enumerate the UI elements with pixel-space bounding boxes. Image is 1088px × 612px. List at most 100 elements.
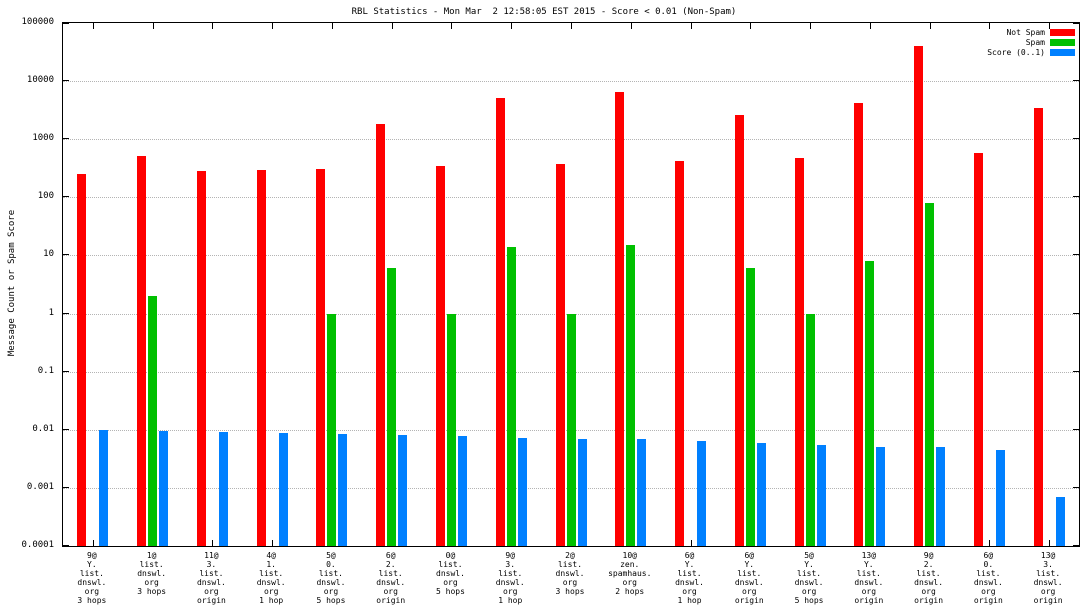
x-tick-mark [451,23,453,29]
y-tick-label: 100000 [21,17,54,27]
bar-score-0-1- [338,433,348,546]
x-tick-label-line: list. [378,569,403,578]
grid-line [63,139,1079,141]
x-tick-label-line: 13@ [861,551,877,560]
y-tick-label: 0.01 [32,423,54,434]
y-tick-mark [1073,312,1079,314]
x-tick-mark [989,540,991,546]
y-tick-mark [63,312,69,314]
x-tick-label-line: org [263,587,279,596]
x-tick-label-line: 6@ [385,551,396,560]
x-tick-label-line: 9@ [505,551,516,560]
bar-score-0-1- [756,442,766,546]
x-tick-label-line: org [622,578,637,587]
bar-not-spam [256,170,266,546]
x-tick-mark [92,540,94,546]
legend-swatch [1050,49,1075,56]
x-tick-label-line: list. [1036,569,1061,578]
x-tick-label-line: dnswl. [675,578,704,587]
x-tick-label-line: 6@ [684,551,695,560]
x-tick-mark [929,23,931,29]
bar-score-0-1- [398,434,408,546]
x-tick-label: 5@ 0. list. dnswl. org 5 hops [301,551,361,605]
x-tick-label-line: 5 hops [316,596,346,605]
bar-spam [626,245,636,546]
x-tick-label-line: origin [914,596,944,605]
bar-not-spam [734,115,744,546]
bar-score-0-1- [99,429,109,546]
bar-not-spam [555,163,565,546]
x-tick-label-line: dnswl. [256,578,286,587]
legend-label: Score (0..1) [987,48,1045,57]
y-tick-label: 0.1 [37,365,54,376]
x-tick-mark [511,23,513,29]
x-tick-label-line: dnswl. [854,578,884,587]
x-tick-label-line: dnswl. [137,569,167,578]
x-tick-label-line: dnswl. [316,578,346,587]
y-tick-mark [63,545,69,546]
y-tick-mark [1073,370,1079,372]
x-tick-label: 9@ 3. list. dnswl. org 1 hop [480,551,540,605]
x-tick-label: 6@ 2. list. dnswl. org origin [361,551,421,605]
x-tick-mark [810,23,812,29]
x-tick-label-line: 5 hops [436,587,465,596]
bar-score-0-1- [278,433,288,546]
y-tick-mark [1073,428,1079,430]
x-tick-label-line: dnswl. [734,578,764,587]
grid-line [63,197,1079,199]
y-tick-mark [63,23,69,24]
y-tick-mark [1073,196,1079,198]
plot-area: Not Spam Spam Score (0..1) [62,22,1080,547]
x-tick-mark [690,540,692,546]
bar-spam [865,261,875,546]
x-tick-label-line: dnswl. [794,578,824,587]
x-tick-label-line: list. [139,560,164,569]
x-tick-label-line: Y. [804,560,814,569]
bar-spam [446,313,456,546]
x-tick-mark [152,23,154,29]
y-tick-mark [63,80,69,82]
x-tick-label-line: org [383,587,398,596]
bar-spam [745,268,755,546]
bar-spam [327,313,337,546]
x-tick-label-line: 1. [266,560,276,569]
y-tick-mark [1073,138,1079,140]
x-tick-label: 5@ Y. list. dnswl. org 5 hops [779,551,839,605]
y-tick-mark [63,486,69,488]
x-tick-label: 9@ 2. list. dnswl. org origin [899,551,959,605]
x-tick-label-line: Y. [744,560,755,569]
x-tick-mark [1049,23,1051,29]
legend: Not Spam Spam Score (0..1) [987,28,1075,58]
x-tick-mark [750,23,752,29]
x-tick-label-line: list. [797,569,822,578]
x-tick-label-line: 9@ [923,551,934,560]
x-tick-label-line: dnswl. [973,578,1003,587]
bar-spam [925,202,935,546]
x-tick-label-line: 1 hop [498,596,523,605]
legend-item: Spam [987,38,1075,47]
bar-spam [506,246,516,546]
bar-not-spam [316,168,326,546]
bar-not-spam [137,155,147,546]
y-tick-mark [63,370,69,372]
x-tick-label-line: 3. [505,560,516,569]
bar-not-spam [675,161,685,546]
x-tick-label-line: 2 hops [615,587,645,596]
x-tick-label-line: list. [79,569,104,578]
x-tick-label: 2@ list. dnswl. org 3 hops [540,551,600,596]
x-tick-label-line: 3 hops [137,587,167,596]
x-tick-label-line: org [84,587,100,596]
x-tick-label-line: 0. [983,560,994,569]
bar-score-0-1- [457,436,467,546]
bar-not-spam [794,157,804,546]
x-tick-label-line: 3 hops [77,596,107,605]
x-tick-mark [272,23,274,29]
x-tick-label-line: 3 hops [555,587,585,596]
bar-score-0-1- [697,440,707,546]
x-tick-label-line: list. [916,569,941,578]
bar-not-spam [973,152,983,546]
x-tick-label-line: dnswl. [495,578,525,587]
y-tick-mark [1073,545,1079,546]
bar-spam [387,268,397,546]
